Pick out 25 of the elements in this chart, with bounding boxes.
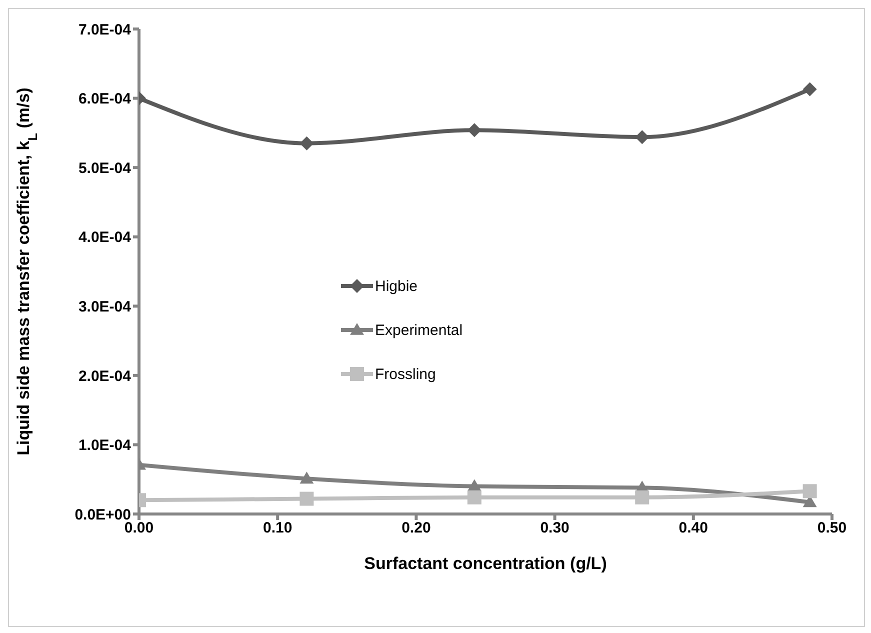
- y-tick-label: 6.0E-04: [78, 90, 132, 108]
- y-tick-label: 3.0E-04: [78, 298, 132, 316]
- x-tick-label: 0.30: [540, 520, 570, 537]
- point: [300, 472, 314, 484]
- x-tick-label: 0.20: [402, 520, 431, 537]
- point: [300, 136, 314, 150]
- point: [467, 490, 482, 504]
- y-tick-label: 2.0E-04: [78, 368, 132, 385]
- x-axis-title: Surfactant concentration (g/L): [364, 554, 607, 573]
- x-tick-label: 0.10: [263, 520, 292, 537]
- y-tick-label: 5.0E-04: [78, 160, 132, 177]
- y-tick-label: 7.0E-04: [78, 21, 132, 38]
- point: [300, 492, 314, 506]
- point: [635, 490, 650, 504]
- point: [802, 484, 817, 498]
- x-tick-label: 0.50: [817, 520, 847, 537]
- point: [802, 82, 817, 96]
- y-tick-label: 1.0E-04: [78, 437, 132, 454]
- point: [467, 123, 482, 138]
- legend-label: Higbie: [375, 278, 418, 294]
- legend-label: Experimental: [375, 322, 463, 338]
- point: [635, 130, 650, 144]
- y-tick-label: 4.0E-04: [78, 229, 132, 246]
- legend-label: Frossling: [375, 366, 436, 382]
- x-tick-label: 0.40: [678, 520, 708, 537]
